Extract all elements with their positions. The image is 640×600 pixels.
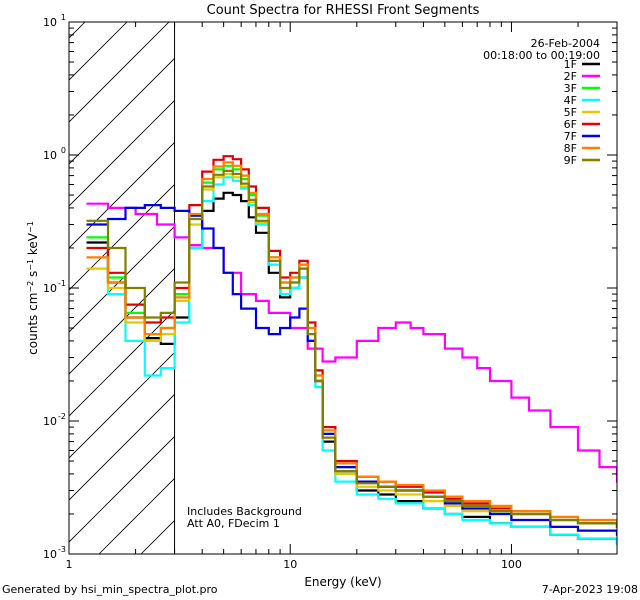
hatch-line	[69, 183, 175, 291]
y-tick-label: 10 0	[43, 146, 66, 162]
hatch-line	[477, 0, 640, 554]
timestamp-label: 7-Apr-2023 19:08	[541, 583, 638, 596]
hatch-line	[98, 477, 175, 554]
hatch-line	[351, 0, 640, 554]
y-tick-base: 10	[43, 548, 57, 561]
hatch-line	[435, 0, 640, 554]
hatch-line	[519, 0, 640, 554]
series-line-6f	[86, 155, 617, 528]
y-axis-label-part: keV	[26, 232, 40, 259]
y-tick-base: 10	[43, 282, 57, 295]
hatch-line	[69, 22, 170, 123]
legend-label-8f: 8F	[564, 142, 577, 155]
legend-label-4f: 4F	[564, 94, 577, 107]
y-tick-label: 10 -2	[43, 412, 66, 428]
chart-title: Count Spectra for RHESSI Front Segments	[207, 3, 480, 18]
y-axis-label-part: counts cm	[26, 293, 40, 355]
info-date: 26-Feb-2004	[531, 37, 600, 50]
annotation-background: Includes Background	[187, 505, 302, 518]
hatch-line	[69, 393, 175, 501]
legend-label-5f: 5F	[564, 106, 577, 119]
hatch-line	[69, 351, 175, 459]
y-tick-label: 10 -3	[43, 545, 66, 561]
hatch-lines	[0, 0, 640, 554]
y-tick-label: 10 -1	[43, 279, 66, 295]
hatch-line	[69, 309, 175, 417]
y-tick-exponent: 0	[61, 146, 66, 155]
hatch-line	[69, 435, 175, 543]
x-tick-label: 10	[283, 558, 297, 571]
x-tick-label: 100	[501, 558, 522, 571]
y-tick-base: 10	[43, 149, 57, 162]
info-time-range: 00:18:00 to 00:19:00	[483, 49, 600, 62]
series-group	[86, 155, 617, 545]
y-axis-label-exponent: −1	[26, 221, 35, 233]
legend-label-1f: 1F	[564, 58, 577, 71]
y-tick-base: 10	[43, 415, 57, 428]
hatch-line	[69, 99, 175, 207]
generated-by-label: Generated by hsi_min_spectra_plot.pro	[2, 583, 218, 596]
hatch-line	[267, 0, 640, 554]
y-axis-label-exponent: −1	[26, 259, 35, 271]
excluded-region	[0, 0, 640, 554]
y-tick-exponent: -2	[58, 412, 66, 421]
series-line-2f	[86, 202, 617, 483]
series-clip-group	[86, 155, 617, 545]
hatch-line	[603, 0, 640, 554]
hatch-line	[69, 22, 86, 39]
annotation-attenuator: Att A0, FDecim 1	[187, 517, 280, 530]
hatch-line	[69, 267, 175, 375]
series-line-4f	[86, 176, 617, 545]
legend-label-6f: 6F	[564, 118, 577, 131]
hatch-line	[69, 57, 175, 165]
y-tick-exponent: 1	[61, 13, 66, 22]
y-tick-exponent: -3	[58, 545, 66, 554]
y-tick-base: 10	[43, 16, 57, 29]
hatch-line	[393, 0, 640, 554]
hatch-line	[0, 0, 111, 554]
x-tick-label: 1	[66, 558, 73, 571]
y-axis-label-part: s	[26, 271, 40, 281]
legend-label-7f: 7F	[564, 130, 577, 143]
series-line-3f	[86, 164, 617, 528]
series-line-8f	[86, 161, 617, 525]
y-tick-exponent: -1	[58, 279, 66, 288]
legend-label-2f: 2F	[564, 70, 577, 83]
legend-label-3f: 3F	[564, 82, 577, 95]
y-axis-label: counts cm−2 s−1 keV−1	[26, 221, 41, 355]
series-line-7f	[86, 204, 617, 536]
hatch-line	[309, 0, 640, 554]
y-tick-label: 10 1	[43, 13, 66, 29]
plot-frame	[68, 21, 618, 555]
x-axis-label: Energy (keV)	[304, 575, 381, 589]
hatch-line	[69, 225, 175, 333]
y-axis-label-exponent: −2	[26, 281, 35, 293]
series-line-9f	[86, 169, 617, 528]
legend-label-9f: 9F	[564, 154, 577, 167]
hatch-line	[69, 22, 128, 81]
